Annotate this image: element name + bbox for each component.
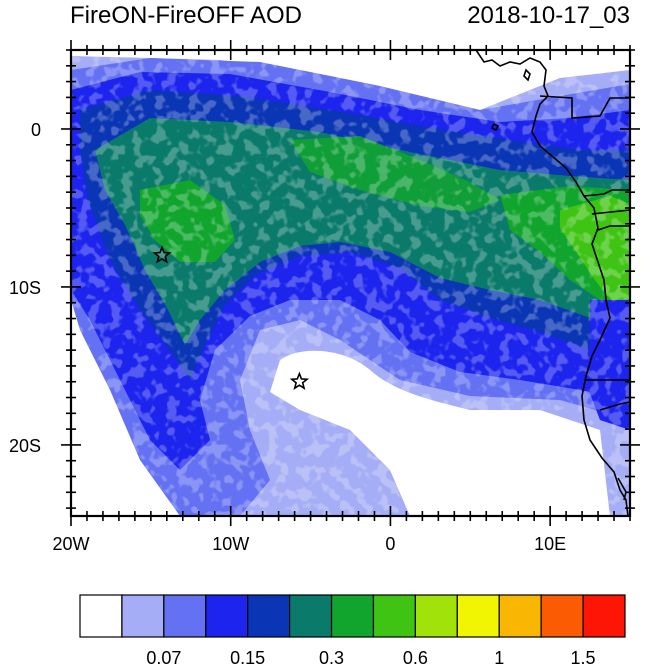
x-tick-label: 0 — [385, 534, 395, 554]
colorbar-labels: 0.07 0.15 0.3 0.6 1 1.5 — [146, 648, 595, 667]
plot-frame — [69, 48, 632, 518]
colorbar-swatch — [330, 594, 375, 638]
x-tick-label: 10E — [534, 534, 566, 554]
y-tick-label: 10S — [9, 278, 41, 298]
aod-field — [71, 50, 630, 516]
x-tick-label: 10W — [212, 534, 249, 554]
x-tick-label: 20W — [52, 534, 89, 554]
timestamp-label: 2018-10-17_03 — [467, 2, 630, 29]
colorbar-swatch — [498, 594, 542, 638]
map-title: FireON-FireOFF AOD — [70, 2, 302, 29]
colorbar-label: 0.6 — [403, 648, 428, 667]
colorbar-swatch — [289, 594, 333, 638]
coastline — [475, 49, 631, 517]
colorbar-swatch — [582, 594, 626, 638]
colorbar-swatch — [163, 594, 207, 638]
y-tick-label: 0 — [31, 120, 41, 140]
colorbar-swatch — [79, 594, 123, 638]
colorbar-label: 1.5 — [571, 648, 596, 667]
axis-ticks — [61, 40, 640, 526]
colorbar-label: 0.15 — [230, 648, 265, 667]
colorbar — [79, 594, 626, 638]
colorbar-label: 0.07 — [146, 648, 181, 667]
axis-tick-labels: 20W 10W 0 10E 0 10S 20S — [9, 120, 566, 554]
colorbar-swatch — [540, 594, 584, 638]
star-marker-north — [152, 245, 172, 264]
star-marker-south — [289, 371, 310, 390]
colorbar-swatch — [205, 594, 249, 638]
colorbar-swatch — [456, 594, 500, 638]
colorbar-swatch — [414, 594, 458, 638]
colorbar-label: 1 — [494, 648, 504, 667]
colorbar-swatch — [121, 594, 165, 638]
colorbar-label: 0.3 — [319, 648, 344, 667]
colorbar-swatch — [247, 594, 291, 638]
colorbar-swatch — [372, 594, 416, 638]
y-tick-label: 20S — [9, 436, 41, 456]
